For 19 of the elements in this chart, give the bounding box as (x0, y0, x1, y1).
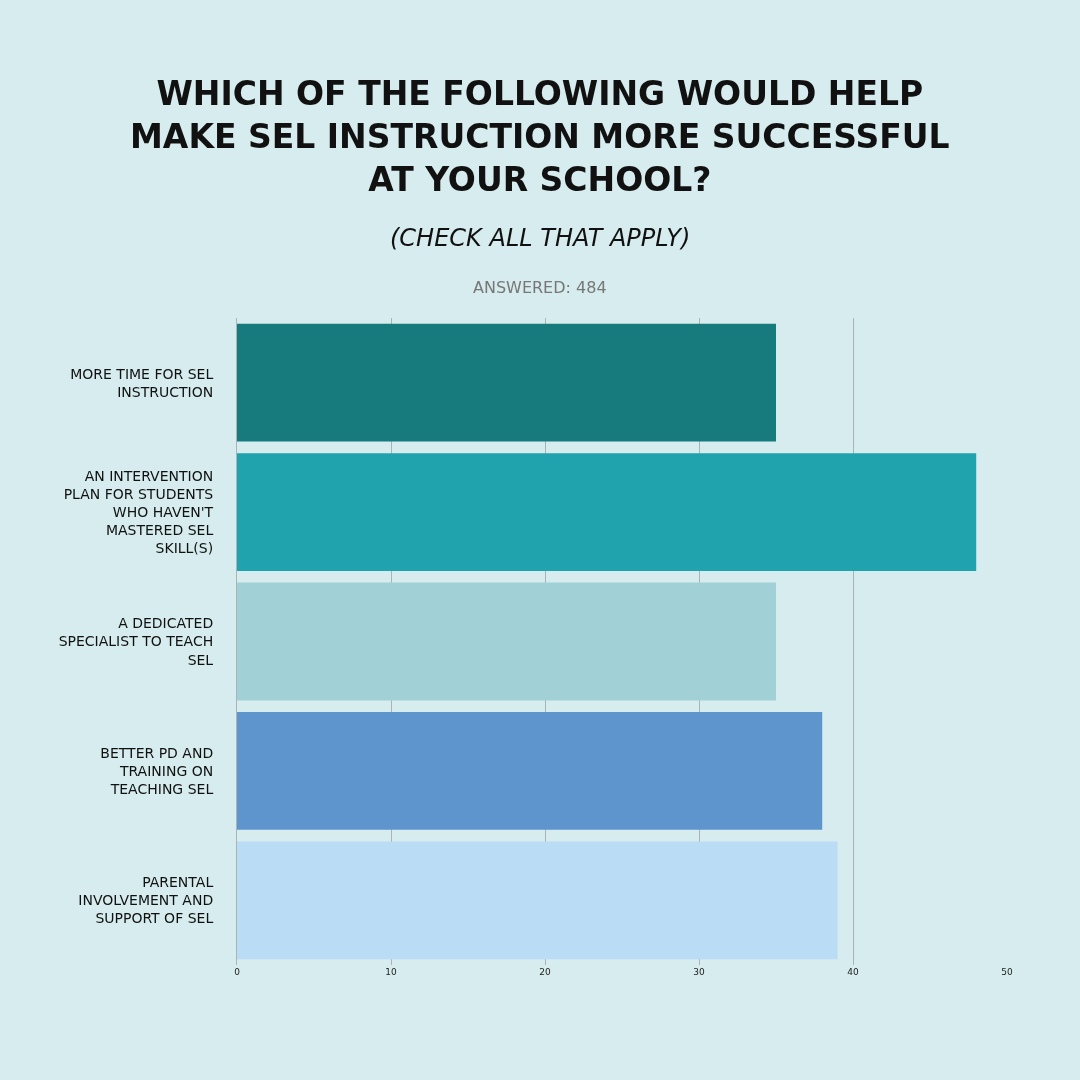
bar (237, 323, 776, 442)
text: ANSWERED: 484 (473, 278, 607, 297)
x-tick-label: 50 (1001, 967, 1013, 977)
bar (237, 712, 823, 830)
y-tick-label: PARENTAL INVOLVEMENT AND SUPPORT OF SEL (78, 874, 214, 927)
chart-title: WHICH OF THE FOLLOWING WOULD HELP MAKE SEL INSTRUCTION MORE SUCCESSFUL AT YOUR SCHOOL? (130, 74, 950, 199)
y-tick-label: A DEDICATED SPECIALIST TO TEACH SEL (58, 615, 214, 668)
chart-subtitle: (CHECK ALL THAT APPLY) (390, 224, 691, 252)
y-tick-label: MORE TIME FOR SEL INSTRUCTION (70, 365, 214, 400)
x-tick-label: 20 (539, 967, 551, 977)
bar (237, 841, 838, 960)
y-tick-label: AN INTERVENTION PLAN FOR STUDENTS WHO HAVEN'T MASTERED SEL SKILL(S) (63, 467, 214, 557)
bar (237, 453, 977, 571)
bar (237, 582, 776, 701)
x-tick-label: 0 (234, 967, 241, 977)
x-tick-label: 10 (385, 967, 397, 977)
x-tick-label: 30 (693, 967, 705, 977)
y-tick-label: BETTER PD AND TRAINING ON TEACHING SEL (100, 744, 214, 797)
x-tick-label: 40 (847, 967, 859, 977)
